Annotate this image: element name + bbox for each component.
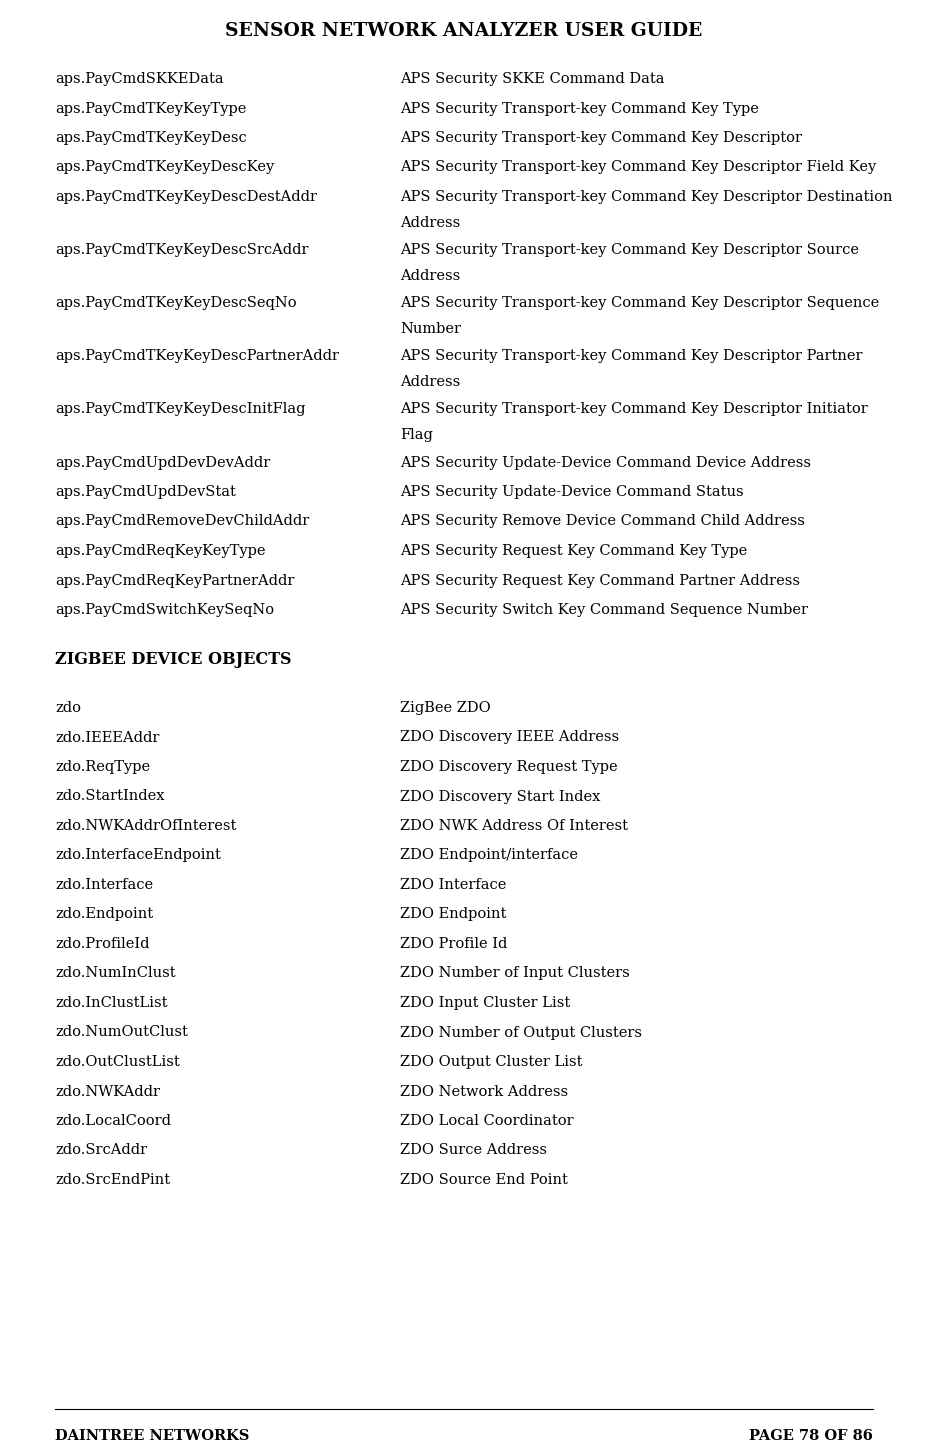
Text: PAGE 78 OF 86: PAGE 78 OF 86 <box>748 1430 872 1443</box>
Text: zdo.Endpoint: zdo.Endpoint <box>55 907 153 922</box>
Text: aps.PayCmdReqKeyPartnerAddr: aps.PayCmdReqKeyPartnerAddr <box>55 573 294 587</box>
Text: ZDO Network Address: ZDO Network Address <box>400 1084 567 1098</box>
Text: aps.PayCmdUpdDevDevAddr: aps.PayCmdUpdDevDevAddr <box>55 456 270 469</box>
Text: zdo.ProfileId: zdo.ProfileId <box>55 938 149 951</box>
Text: aps.PayCmdTKeyKeyType: aps.PayCmdTKeyKeyType <box>55 101 246 116</box>
Text: APS Security Transport-key Command Key Descriptor: APS Security Transport-key Command Key D… <box>400 132 801 145</box>
Text: APS Security Transport-key Command Key Descriptor Initiator: APS Security Transport-key Command Key D… <box>400 402 867 417</box>
Text: aps.PayCmdTKeyKeyDescInitFlag: aps.PayCmdTKeyKeyDescInitFlag <box>55 402 305 417</box>
Text: APS Security Transport-key Command Key Descriptor Sequence: APS Security Transport-key Command Key D… <box>400 297 878 310</box>
Text: ZDO Discovery IEEE Address: ZDO Discovery IEEE Address <box>400 731 618 745</box>
Text: ZDO Surce Address: ZDO Surce Address <box>400 1143 546 1158</box>
Text: Flag: Flag <box>400 428 432 443</box>
Text: APS Security Remove Device Command Child Address: APS Security Remove Device Command Child… <box>400 515 804 528</box>
Text: APS Security Update-Device Command Device Address: APS Security Update-Device Command Devic… <box>400 456 810 469</box>
Text: Number: Number <box>400 323 461 336</box>
Text: APS Security Request Key Command Partner Address: APS Security Request Key Command Partner… <box>400 573 799 587</box>
Text: zdo.NumInClust: zdo.NumInClust <box>55 967 175 981</box>
Text: DAINTREE NETWORKS: DAINTREE NETWORKS <box>55 1430 249 1443</box>
Text: aps.PayCmdTKeyKeyDescSrcAddr: aps.PayCmdTKeyKeyDescSrcAddr <box>55 243 308 258</box>
Text: zdo.OutClustList: zdo.OutClustList <box>55 1055 180 1069</box>
Text: aps.PayCmdTKeyKeyDescSeqNo: aps.PayCmdTKeyKeyDescSeqNo <box>55 297 297 310</box>
Text: zdo.InterfaceEndpoint: zdo.InterfaceEndpoint <box>55 848 221 862</box>
Text: zdo.NumOutClust: zdo.NumOutClust <box>55 1026 187 1039</box>
Text: aps.PayCmdTKeyKeyDesc: aps.PayCmdTKeyKeyDesc <box>55 132 247 145</box>
Text: APS Security Update-Device Command Status: APS Security Update-Device Command Statu… <box>400 485 743 499</box>
Text: zdo: zdo <box>55 700 81 715</box>
Text: APS Security Transport-key Command Key Descriptor Field Key: APS Security Transport-key Command Key D… <box>400 161 875 175</box>
Text: ZDO Discovery Request Type: ZDO Discovery Request Type <box>400 760 617 774</box>
Text: zdo.SrcEndPint: zdo.SrcEndPint <box>55 1174 170 1187</box>
Text: zdo.NWKAddr: zdo.NWKAddr <box>55 1084 159 1098</box>
Text: aps.PayCmdSKKEData: aps.PayCmdSKKEData <box>55 72 223 85</box>
Text: zdo.NWKAddrOfInterest: zdo.NWKAddrOfInterest <box>55 819 236 833</box>
Text: SENSOR NETWORK ANALYZER USER GUIDE: SENSOR NETWORK ANALYZER USER GUIDE <box>225 22 702 41</box>
Text: ZDO Number of Output Clusters: ZDO Number of Output Clusters <box>400 1026 641 1039</box>
Text: Address: Address <box>400 216 460 230</box>
Text: APS Security Transport-key Command Key Descriptor Destination: APS Security Transport-key Command Key D… <box>400 190 892 204</box>
Text: zdo.ReqType: zdo.ReqType <box>55 760 150 774</box>
Text: aps.PayCmdUpdDevStat: aps.PayCmdUpdDevStat <box>55 485 235 499</box>
Text: zdo.LocalCoord: zdo.LocalCoord <box>55 1114 171 1129</box>
Text: ZDO Endpoint/interface: ZDO Endpoint/interface <box>400 848 578 862</box>
Text: aps.PayCmdRemoveDevChildAddr: aps.PayCmdRemoveDevChildAddr <box>55 515 309 528</box>
Text: APS Security SKKE Command Data: APS Security SKKE Command Data <box>400 72 664 85</box>
Text: ZDO Output Cluster List: ZDO Output Cluster List <box>400 1055 582 1069</box>
Text: ZDO Profile Id: ZDO Profile Id <box>400 938 507 951</box>
Text: ZDO Source End Point: ZDO Source End Point <box>400 1174 567 1187</box>
Text: APS Security Request Key Command Key Type: APS Security Request Key Command Key Typ… <box>400 544 746 559</box>
Text: ZDO Number of Input Clusters: ZDO Number of Input Clusters <box>400 967 629 981</box>
Text: ZDO Endpoint: ZDO Endpoint <box>400 907 506 922</box>
Text: aps.PayCmdTKeyKeyDescDestAddr: aps.PayCmdTKeyKeyDescDestAddr <box>55 190 317 204</box>
Text: zdo.SrcAddr: zdo.SrcAddr <box>55 1143 147 1158</box>
Text: ZigBee ZDO: ZigBee ZDO <box>400 700 490 715</box>
Text: APS Security Switch Key Command Sequence Number: APS Security Switch Key Command Sequence… <box>400 603 807 616</box>
Text: ZDO Input Cluster List: ZDO Input Cluster List <box>400 996 569 1010</box>
Text: aps.PayCmdReqKeyKeyType: aps.PayCmdReqKeyKeyType <box>55 544 265 559</box>
Text: ZDO Interface: ZDO Interface <box>400 878 506 891</box>
Text: ZIGBEE DEVICE OBJECTS: ZIGBEE DEVICE OBJECTS <box>55 651 291 669</box>
Text: ZDO NWK Address Of Interest: ZDO NWK Address Of Interest <box>400 819 628 833</box>
Text: ZDO Local Coordinator: ZDO Local Coordinator <box>400 1114 573 1129</box>
Text: zdo.IEEEAddr: zdo.IEEEAddr <box>55 731 159 745</box>
Text: Address: Address <box>400 269 460 284</box>
Text: ZDO Discovery Start Index: ZDO Discovery Start Index <box>400 790 600 803</box>
Text: APS Security Transport-key Command Key Type: APS Security Transport-key Command Key T… <box>400 101 758 116</box>
Text: zdo.Interface: zdo.Interface <box>55 878 153 891</box>
Text: aps.PayCmdSwitchKeySeqNo: aps.PayCmdSwitchKeySeqNo <box>55 603 273 616</box>
Text: zdo.InClustList: zdo.InClustList <box>55 996 167 1010</box>
Text: zdo.StartIndex: zdo.StartIndex <box>55 790 164 803</box>
Text: aps.PayCmdTKeyKeyDescKey: aps.PayCmdTKeyKeyDescKey <box>55 161 274 175</box>
Text: Address: Address <box>400 375 460 389</box>
Text: APS Security Transport-key Command Key Descriptor Partner: APS Security Transport-key Command Key D… <box>400 349 861 363</box>
Text: aps.PayCmdTKeyKeyDescPartnerAddr: aps.PayCmdTKeyKeyDescPartnerAddr <box>55 349 338 363</box>
Text: APS Security Transport-key Command Key Descriptor Source: APS Security Transport-key Command Key D… <box>400 243 858 258</box>
